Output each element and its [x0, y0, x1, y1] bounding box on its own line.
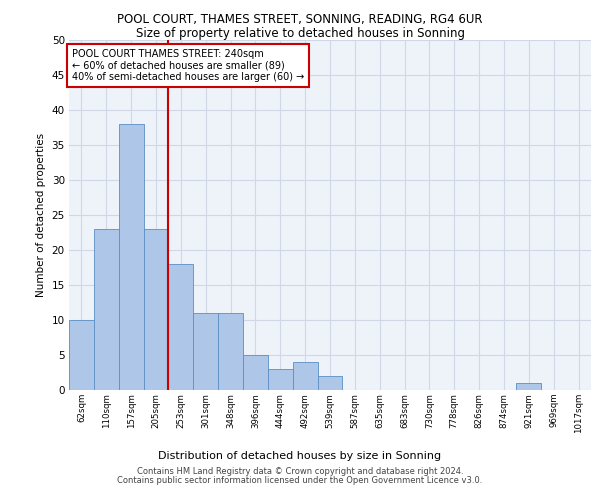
- Text: Contains HM Land Registry data © Crown copyright and database right 2024.: Contains HM Land Registry data © Crown c…: [137, 467, 463, 476]
- Bar: [317, 376, 343, 390]
- Text: Contains public sector information licensed under the Open Government Licence v3: Contains public sector information licen…: [118, 476, 482, 485]
- Bar: [268, 369, 293, 390]
- Bar: [243, 355, 268, 390]
- Bar: [193, 313, 218, 390]
- Bar: [293, 362, 317, 390]
- Text: Size of property relative to detached houses in Sonning: Size of property relative to detached ho…: [136, 28, 464, 40]
- Bar: [94, 229, 119, 390]
- Bar: [119, 124, 143, 390]
- Bar: [169, 264, 193, 390]
- Bar: [143, 229, 169, 390]
- Text: POOL COURT THAMES STREET: 240sqm
← 60% of detached houses are smaller (89)
40% o: POOL COURT THAMES STREET: 240sqm ← 60% o…: [71, 49, 304, 82]
- Y-axis label: Number of detached properties: Number of detached properties: [36, 133, 46, 297]
- Bar: [517, 383, 541, 390]
- Bar: [69, 320, 94, 390]
- Text: POOL COURT, THAMES STREET, SONNING, READING, RG4 6UR: POOL COURT, THAMES STREET, SONNING, READ…: [117, 12, 483, 26]
- Text: Distribution of detached houses by size in Sonning: Distribution of detached houses by size …: [158, 451, 442, 461]
- Bar: [218, 313, 243, 390]
